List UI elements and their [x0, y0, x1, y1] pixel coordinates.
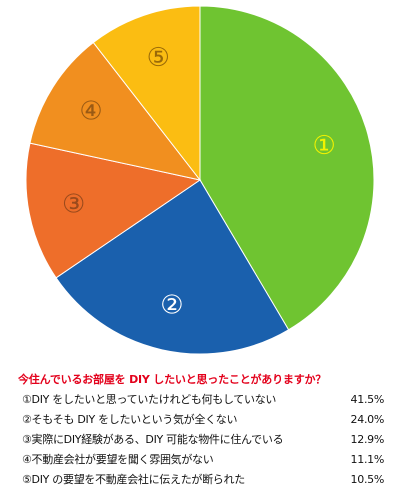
- pie-slices: [25, 5, 375, 355]
- legend-item-4: ④不動産会社が要望を聞く雰囲気がない 11.1%: [22, 451, 384, 471]
- pie-slice-5: [92, 5, 201, 182]
- pie-slice-1: [199, 5, 375, 331]
- pie-slice-2: [55, 179, 290, 355]
- chart-title: 今住んでいるお部屋を DIY したいと思ったことがありますか？: [18, 373, 327, 386]
- pie-slice-label-2: ②: [160, 291, 183, 321]
- legend: ①DIY をしたいと思っていたけれども何もしていない 41.5% ②そもそも DIY…: [22, 391, 384, 491]
- pie-slice-3: [25, 142, 202, 279]
- pie-slice-labels: ① ② ③ ④ ⑤: [62, 43, 336, 320]
- pie-slice-label-5: ⑤: [147, 43, 170, 73]
- legend-value: 10.5%: [350, 473, 385, 486]
- pie-slice-4: [29, 41, 202, 181]
- legend-value: 11.1%: [350, 453, 385, 466]
- legend-label: ④不動産会社が要望を聞く雰囲気がない: [22, 453, 214, 466]
- legend-label: ⑤DIY の要望を不動産会社に伝えたが断られた: [22, 473, 245, 486]
- pie-slice-label-1: ①: [313, 131, 336, 161]
- legend-label: ③実際にDIY経験がある、DIY 可能な物件に住んでいる: [22, 433, 284, 446]
- legend-label: ①DIY をしたいと思っていたけれども何もしていない: [22, 393, 277, 406]
- legend-value: 24.0%: [350, 413, 385, 426]
- legend-value: 41.5%: [350, 393, 385, 406]
- pie-chart: ① ② ③ ④ ⑤: [25, 5, 375, 355]
- legend-item-2: ②そもそも DIY をしたいという気が全くない 24.0%: [22, 411, 384, 431]
- legend-item-5: ⑤DIY の要望を不動産会社に伝えたが断られた 10.5%: [22, 471, 384, 491]
- pie-slice-label-4: ④: [79, 96, 102, 126]
- pie-slice-label-3: ③: [62, 190, 85, 220]
- legend-value: 12.9%: [350, 433, 385, 446]
- legend-item-1: ①DIY をしたいと思っていたけれども何もしていない 41.5%: [22, 391, 384, 411]
- legend-item-3: ③実際にDIY経験がある、DIY 可能な物件に住んでいる 12.9%: [22, 431, 384, 451]
- legend-label: ②そもそも DIY をしたいという気が全くない: [22, 413, 238, 426]
